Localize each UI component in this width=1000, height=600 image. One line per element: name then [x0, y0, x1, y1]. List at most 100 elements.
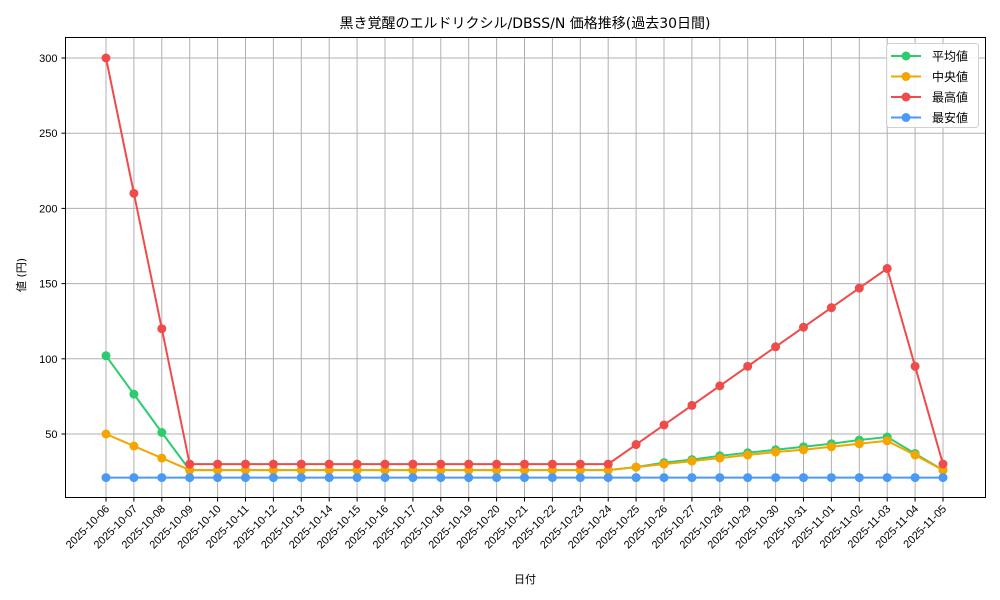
- legend-box: [886, 43, 979, 128]
- x-axis-label: 日付: [514, 573, 536, 586]
- legend-marker: [901, 113, 911, 122]
- data-point: [101, 429, 111, 439]
- data-point: [436, 473, 446, 483]
- data-point: [659, 420, 669, 430]
- data-point: [213, 473, 223, 483]
- legend-label: 最高値: [932, 90, 968, 105]
- data-point: [771, 447, 781, 457]
- data-point: [938, 459, 948, 469]
- data-point: [882, 264, 892, 274]
- y-tick-label: 300: [39, 53, 57, 65]
- y-tick-label: 150: [39, 279, 57, 291]
- data-point: [771, 473, 781, 483]
- data-point: [715, 453, 725, 463]
- data-point: [547, 473, 557, 483]
- data-point: [799, 322, 808, 332]
- data-point: [659, 473, 669, 483]
- data-point: [129, 441, 139, 451]
- y-tick-label: 100: [39, 354, 57, 366]
- data-point: [101, 473, 111, 483]
- data-point: [631, 473, 641, 483]
- data-point: [882, 473, 892, 483]
- data-point: [910, 450, 920, 460]
- y-tick-label: 250: [39, 128, 57, 140]
- data-point: [799, 473, 808, 483]
- data-point: [547, 459, 557, 469]
- series-lines: [101, 53, 948, 483]
- legend-label: 最安値: [932, 110, 968, 125]
- data-point: [826, 442, 836, 452]
- data-point: [603, 473, 613, 483]
- series-最安値: [101, 473, 948, 483]
- data-point: [185, 473, 195, 483]
- data-point: [185, 459, 195, 469]
- data-point: [687, 456, 697, 466]
- data-point: [296, 459, 306, 469]
- data-point: [743, 450, 753, 460]
- data-point: [715, 473, 725, 483]
- data-point: [352, 473, 362, 483]
- data-point: [575, 459, 585, 469]
- data-point: [157, 453, 167, 463]
- data-point: [464, 459, 474, 469]
- legend-label: 中央値: [932, 69, 968, 84]
- y-tick-label: 50: [45, 429, 57, 441]
- chart-title: 黒き覚醒のエルドリクシル/DBSS/N 価格推移(過去30日間): [339, 16, 710, 32]
- data-point: [882, 436, 892, 446]
- data-point: [101, 53, 111, 63]
- data-point: [324, 459, 334, 469]
- data-point: [631, 440, 641, 450]
- data-point: [854, 439, 864, 449]
- data-point: [380, 459, 390, 469]
- data-point: [687, 473, 697, 483]
- data-point: [854, 473, 864, 483]
- legend-marker: [901, 51, 911, 61]
- grid-lines: [65, 37, 986, 498]
- data-point: [520, 473, 529, 483]
- data-point: [826, 473, 836, 483]
- data-point: [101, 351, 111, 361]
- y-tick-label: 200: [39, 203, 57, 215]
- data-point: [380, 473, 390, 483]
- data-point: [743, 473, 753, 483]
- data-point: [157, 427, 167, 437]
- data-point: [687, 400, 697, 410]
- data-point: [436, 459, 446, 469]
- data-point: [408, 473, 418, 483]
- data-point: [910, 473, 920, 483]
- y-axis-label: 値 (円): [15, 258, 28, 292]
- data-point: [492, 473, 502, 483]
- data-point: [157, 473, 167, 483]
- data-point: [268, 473, 278, 483]
- plot-frame: [65, 37, 986, 498]
- data-point: [910, 361, 920, 371]
- data-point: [826, 303, 836, 313]
- series-最高値: [101, 53, 948, 469]
- data-point: [324, 473, 334, 483]
- y-axis: 50 100 150 200 250 300: [39, 53, 66, 441]
- data-point: [938, 473, 948, 483]
- data-point: [241, 459, 250, 469]
- data-point: [771, 342, 781, 352]
- data-point: [743, 361, 753, 371]
- data-point: [157, 324, 167, 334]
- data-point: [408, 459, 418, 469]
- data-point: [213, 459, 223, 469]
- data-point: [129, 473, 139, 483]
- data-point: [631, 462, 641, 472]
- data-point: [575, 473, 585, 483]
- data-point: [268, 459, 278, 469]
- legend-marker: [901, 72, 911, 81]
- data-point: [603, 459, 613, 469]
- data-point: [520, 459, 529, 469]
- data-point: [659, 459, 669, 469]
- data-point: [464, 473, 474, 483]
- data-point: [129, 389, 139, 399]
- x-axis: 2025-10-062025-10-072025-10-082025-10-09…: [64, 497, 949, 551]
- data-point: [296, 473, 306, 483]
- legend-marker: [901, 92, 911, 102]
- data-point: [854, 283, 864, 293]
- data-point: [492, 459, 502, 469]
